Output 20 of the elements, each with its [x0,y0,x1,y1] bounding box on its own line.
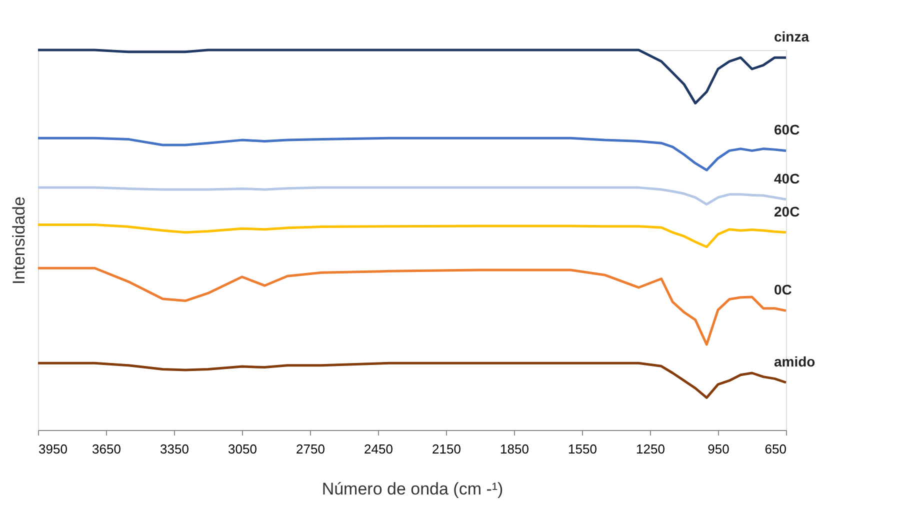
series-label: 40C [774,170,800,186]
series-label: 20C [774,203,800,220]
x-tick-label: 3350 [160,442,189,456]
x-axis-title: Número de onda (cm -¹) [322,480,504,498]
x-tick-label: 2750 [296,442,325,456]
x-tick-label: 1850 [500,442,529,456]
series-label: cinza [774,28,810,45]
x-tick-label: 2450 [364,442,393,456]
x-tick-label: 1250 [636,442,665,456]
series-label: amido [774,354,816,370]
x-tick-label: 3950 [38,442,68,456]
x-tick-label: 3650 [92,442,121,456]
x-tick-label: 2150 [432,442,461,456]
series-label: 60C [774,122,800,138]
x-tick-label: 950 [708,442,730,456]
x-tick-label: 1550 [568,442,597,456]
x-tick-label: 3050 [228,442,257,456]
x-tick-label: 650 [764,442,786,456]
y-axis-title: Intensidade [10,196,28,284]
series-label: 0C [774,282,792,298]
